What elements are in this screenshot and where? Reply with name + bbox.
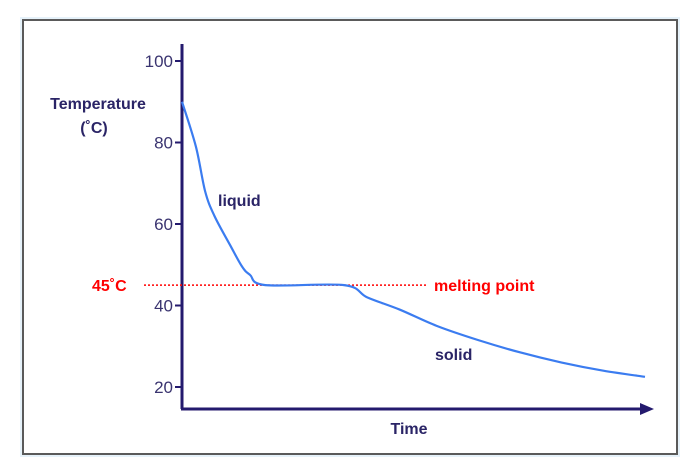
y-axis-label-line2: (˚C) <box>80 120 108 137</box>
melting-point-value-label: 45˚C <box>92 278 127 295</box>
liquid-annotation: liquid <box>218 193 261 210</box>
chart-frame <box>22 19 678 455</box>
y-axis-label-line1: Temperature <box>50 96 146 113</box>
y-tick-label: 40 <box>154 297 173 316</box>
cooling-curve-line <box>180 101 646 378</box>
x-axis-label: Time <box>390 421 427 438</box>
y-tick-label: 20 <box>154 378 173 397</box>
y-tick-label: 80 <box>154 134 173 153</box>
y-tick-label: 60 <box>154 215 173 234</box>
solid-annotation: solid <box>435 347 472 364</box>
melting-point-annotation: melting point <box>434 278 535 295</box>
x-axis-arrow-icon <box>640 403 654 415</box>
y-tick-label: 100 <box>145 52 173 71</box>
